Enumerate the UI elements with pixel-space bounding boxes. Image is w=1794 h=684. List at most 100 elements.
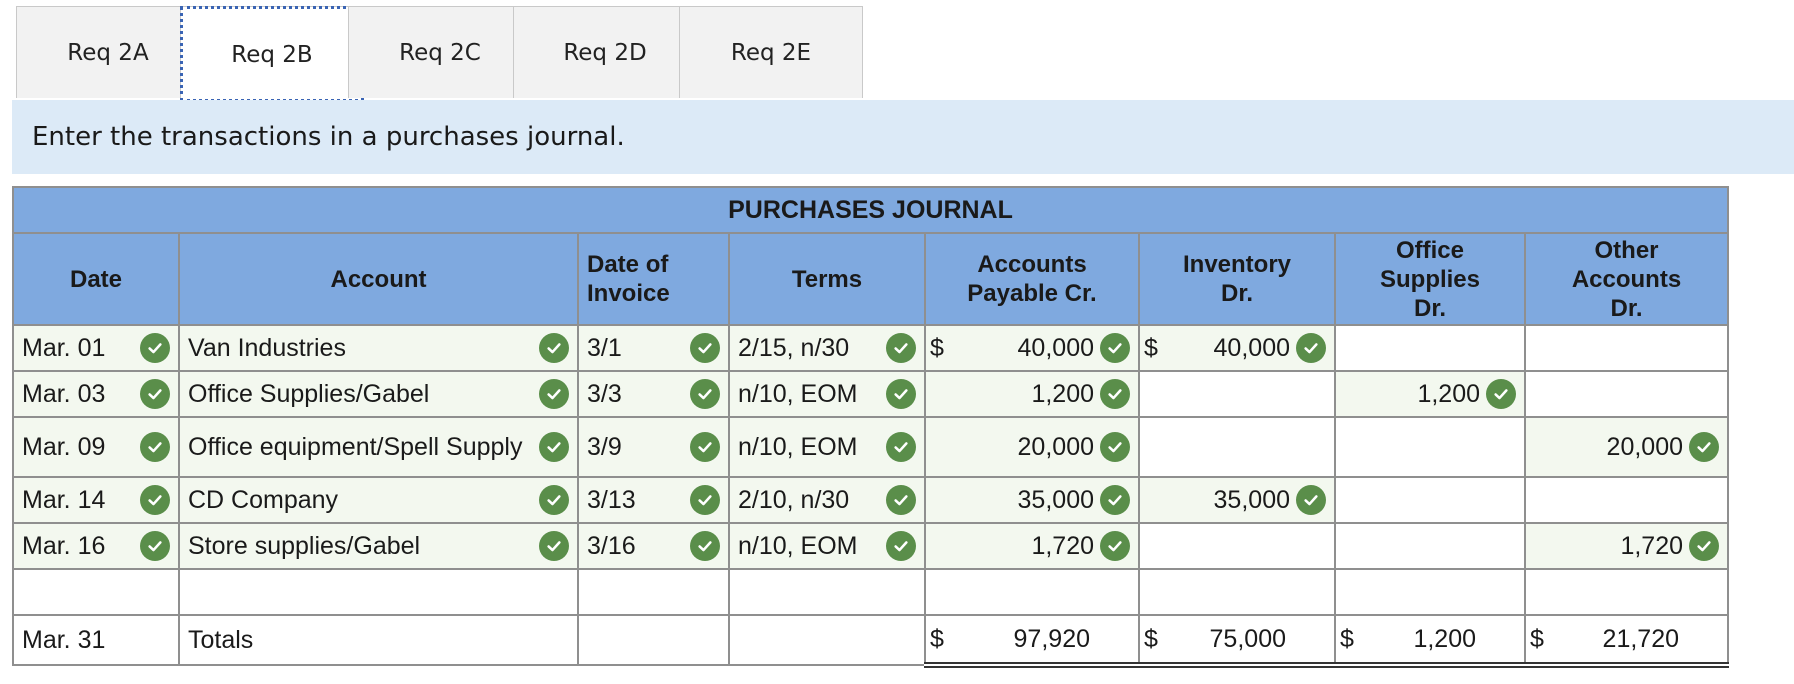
correct-check-icon <box>690 531 720 561</box>
tab-req-2b[interactable]: Req 2B <box>180 6 364 102</box>
totals-label: Totals <box>188 625 254 654</box>
journal-row: Mar. 03 Office Supplies/Gabel 3/3 n/10, EOM… <box>12 370 1730 418</box>
journal-row: Mar. 09 Office equipment/Spell Supply 3/9 n… <box>12 416 1730 478</box>
journal-row: Mar. 14 CD Company 3/13 2/10, n/30 35,000 35,… <box>12 476 1730 524</box>
currency-symbol: $ <box>1144 624 1158 653</box>
office-supplies-cell[interactable]: 1,200 <box>1417 379 1480 408</box>
date-cell[interactable]: Mar. 09 <box>22 432 106 461</box>
correct-check-icon <box>140 379 170 409</box>
tab-req-2e[interactable]: Req 2E <box>679 6 863 98</box>
header-accounts-payable: Accounts Payable Cr. <box>924 232 1140 326</box>
account-cell[interactable]: CD Company <box>188 485 339 514</box>
date-cell[interactable]: Mar. 16 <box>22 531 106 560</box>
correct-check-icon <box>539 531 569 561</box>
header-other-accounts: Other Accounts Dr. <box>1523 232 1730 326</box>
header-date-of-invoice: Date of Invoice <box>577 232 730 326</box>
invoice-date-cell[interactable]: 3/1 <box>587 333 622 362</box>
account-cell[interactable]: Office equipment/Spell Supply <box>188 432 523 461</box>
correct-check-icon <box>539 333 569 363</box>
accounts-payable-cell[interactable]: 20,000 <box>1017 432 1094 461</box>
currency-symbol: $ <box>1144 333 1158 362</box>
correct-check-icon <box>886 333 916 363</box>
purchases-journal-table: PURCHASES JOURNAL Date Account Date of In… <box>11 186 1730 668</box>
other-accounts-cell[interactable]: 1,720 <box>1620 531 1684 560</box>
other-accounts-cell[interactable]: 20,000 <box>1606 432 1684 461</box>
header-account: Account <box>178 232 579 326</box>
blank-account-input[interactable] <box>178 568 579 616</box>
invoice-date-cell[interactable]: 3/9 <box>587 432 622 461</box>
correct-check-icon <box>140 333 170 363</box>
correct-check-icon <box>1296 485 1326 515</box>
accounts-payable-cell[interactable]: 40,000 <box>1017 333 1094 362</box>
terms-cell[interactable]: n/10, EOM <box>738 432 858 461</box>
accounts-payable-cell[interactable]: 35,000 <box>1017 485 1094 514</box>
header-inventory: Inventory Dr. <box>1138 232 1336 326</box>
total-office-supplies: 1,200 <box>1413 624 1476 653</box>
blank-other-input[interactable] <box>1523 568 1730 616</box>
total-inventory: 75,000 <box>1209 624 1286 653</box>
instruction-text: Enter the transactions in a purchases jo… <box>12 100 1794 174</box>
blank-inventory-input[interactable] <box>1138 568 1336 616</box>
totals-date: Mar. 31 <box>22 625 106 654</box>
inventory-cell[interactable]: 35,000 <box>1213 485 1290 514</box>
terms-cell[interactable]: 2/10, n/30 <box>738 485 850 514</box>
correct-check-icon <box>1689 432 1720 462</box>
correct-check-icon <box>140 432 170 462</box>
accounts-payable-cell[interactable]: 1,720 <box>1031 531 1094 560</box>
blank-date-input[interactable] <box>12 568 180 616</box>
correct-check-icon <box>1100 432 1130 462</box>
total-other-accounts: 21,720 <box>1602 624 1680 653</box>
currency-symbol: $ <box>1530 624 1544 653</box>
correct-check-icon <box>690 379 720 409</box>
correct-check-icon <box>140 531 170 561</box>
correct-check-icon <box>1100 379 1130 409</box>
correct-check-icon <box>539 379 569 409</box>
currency-symbol: $ <box>930 624 944 653</box>
correct-check-icon <box>690 333 720 363</box>
header-terms: Terms <box>728 232 926 326</box>
date-cell[interactable]: Mar. 03 <box>22 379 106 408</box>
correct-check-icon <box>886 485 916 515</box>
correct-check-icon <box>1296 333 1326 363</box>
correct-check-icon <box>690 485 720 515</box>
currency-symbol: $ <box>930 333 944 362</box>
journal-row: Mar. 01 Van Industries 3/1 2/15, n/30 $40,00… <box>12 324 1730 372</box>
correct-check-icon <box>1486 379 1516 409</box>
instruction-label: Enter the transactions in a purchases jo… <box>32 122 625 152</box>
inventory-cell[interactable]: 40,000 <box>1213 333 1290 362</box>
journal-title: PURCHASES JOURNAL <box>11 186 1730 234</box>
date-cell[interactable]: Mar. 14 <box>22 485 106 514</box>
correct-check-icon <box>886 432 916 462</box>
tab-req-2d[interactable]: Req 2D <box>513 6 697 98</box>
tab-req-2c[interactable]: Req 2C <box>348 6 532 98</box>
account-cell[interactable]: Store supplies/Gabel <box>188 531 421 560</box>
correct-check-icon <box>886 379 916 409</box>
correct-check-icon <box>886 531 916 561</box>
currency-symbol: $ <box>1340 624 1354 653</box>
blank-row <box>12 568 1730 616</box>
terms-cell[interactable]: 2/15, n/30 <box>738 333 850 362</box>
correct-check-icon <box>1100 333 1130 363</box>
blank-terms-input[interactable] <box>728 568 926 616</box>
invoice-date-cell[interactable]: 3/13 <box>587 485 636 514</box>
invoice-date-cell[interactable]: 3/3 <box>587 379 622 408</box>
correct-check-icon <box>539 485 569 515</box>
blank-ap-input[interactable] <box>924 568 1140 616</box>
terms-cell[interactable]: n/10, EOM <box>738 379 858 408</box>
correct-check-icon <box>539 432 569 462</box>
account-cell[interactable]: Van Industries <box>188 333 346 362</box>
accounts-payable-cell[interactable]: 1,200 <box>1031 379 1094 408</box>
total-accounts-payable: 97,920 <box>1013 624 1090 653</box>
journal-row: Mar. 16 Store supplies/Gabel 3/16 n/10, EOM… <box>12 522 1730 570</box>
header-office-supplies: Office Supplies Dr. <box>1334 232 1526 326</box>
correct-check-icon <box>690 432 720 462</box>
tab-req-2a[interactable]: Req 2A <box>16 6 200 98</box>
account-cell[interactable]: Office Supplies/Gabel <box>188 379 430 408</box>
correct-check-icon <box>1100 531 1130 561</box>
blank-invoice-input[interactable] <box>577 568 730 616</box>
date-cell[interactable]: Mar. 01 <box>22 333 106 362</box>
terms-cell[interactable]: n/10, EOM <box>738 531 858 560</box>
blank-office-input[interactable] <box>1334 568 1526 616</box>
invoice-date-cell[interactable]: 3/16 <box>587 531 636 560</box>
header-date: Date <box>12 232 180 326</box>
